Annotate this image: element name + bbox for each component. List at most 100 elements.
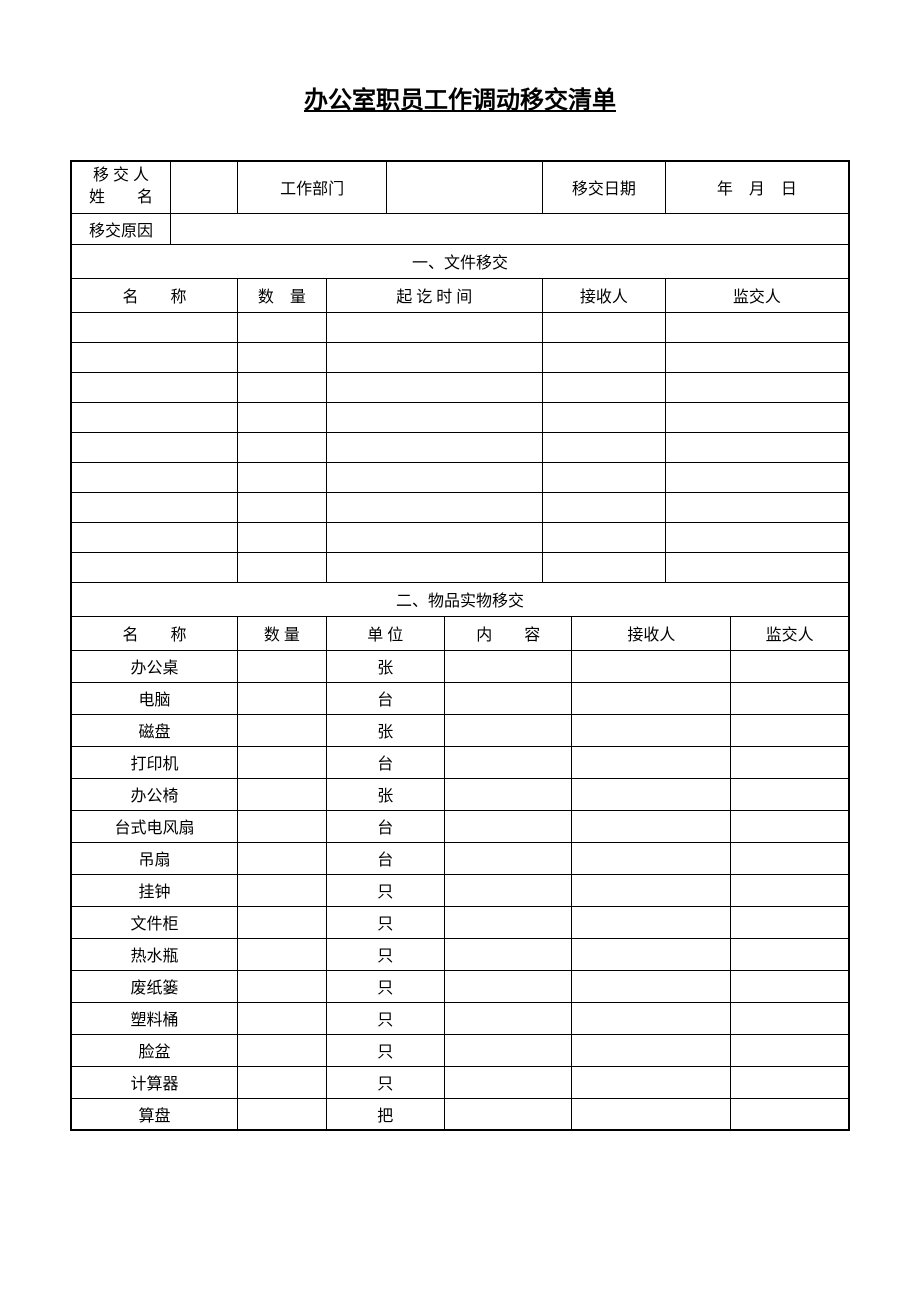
s1-supervisor-cell[interactable] xyxy=(665,522,849,552)
s1-period-cell[interactable] xyxy=(326,402,542,432)
s1-name-cell[interactable] xyxy=(71,462,237,492)
s2-item-supervisor[interactable] xyxy=(731,778,849,810)
s2-item-receiver[interactable] xyxy=(572,714,731,746)
s2-item-supervisor[interactable] xyxy=(731,682,849,714)
s2-item-content[interactable] xyxy=(444,746,572,778)
s2-item-content[interactable] xyxy=(444,874,572,906)
s2-item-content[interactable] xyxy=(444,778,572,810)
s1-name-cell[interactable] xyxy=(71,522,237,552)
s1-name-cell[interactable] xyxy=(71,552,237,582)
s1-receiver-cell[interactable] xyxy=(542,372,665,402)
s2-item-qty[interactable] xyxy=(237,650,326,682)
s2-item-qty[interactable] xyxy=(237,970,326,1002)
s2-item-receiver[interactable] xyxy=(572,778,731,810)
s1-receiver-cell[interactable] xyxy=(542,462,665,492)
s2-item-supervisor[interactable] xyxy=(731,938,849,970)
s1-receiver-cell[interactable] xyxy=(542,312,665,342)
s2-item-receiver[interactable] xyxy=(572,1034,731,1066)
s2-item-content[interactable] xyxy=(444,970,572,1002)
s1-qty-cell[interactable] xyxy=(237,342,326,372)
s1-qty-cell[interactable] xyxy=(237,492,326,522)
s1-supervisor-cell[interactable] xyxy=(665,372,849,402)
s1-period-cell[interactable] xyxy=(326,552,542,582)
s1-supervisor-cell[interactable] xyxy=(665,432,849,462)
s1-period-cell[interactable] xyxy=(326,372,542,402)
s2-item-supervisor[interactable] xyxy=(731,1034,849,1066)
s2-item-qty[interactable] xyxy=(237,1098,326,1130)
s1-supervisor-cell[interactable] xyxy=(665,492,849,522)
s2-item-receiver[interactable] xyxy=(572,1066,731,1098)
s1-period-cell[interactable] xyxy=(326,432,542,462)
dept-value[interactable] xyxy=(387,161,543,213)
s2-item-supervisor[interactable] xyxy=(731,970,849,1002)
s2-item-supervisor[interactable] xyxy=(731,1098,849,1130)
s2-item-supervisor[interactable] xyxy=(731,1066,849,1098)
s1-qty-cell[interactable] xyxy=(237,552,326,582)
s2-item-qty[interactable] xyxy=(237,682,326,714)
s1-name-cell[interactable] xyxy=(71,492,237,522)
s1-qty-cell[interactable] xyxy=(237,372,326,402)
s2-item-receiver[interactable] xyxy=(572,874,731,906)
s2-item-receiver[interactable] xyxy=(572,842,731,874)
reason-value[interactable] xyxy=(171,213,849,244)
s1-name-cell[interactable] xyxy=(71,312,237,342)
s1-period-cell[interactable] xyxy=(326,492,542,522)
s2-item-content[interactable] xyxy=(444,650,572,682)
s2-item-qty[interactable] xyxy=(237,1002,326,1034)
s2-item-qty[interactable] xyxy=(237,714,326,746)
s2-item-content[interactable] xyxy=(444,938,572,970)
s2-item-supervisor[interactable] xyxy=(731,650,849,682)
s2-item-supervisor[interactable] xyxy=(731,810,849,842)
s2-item-supervisor[interactable] xyxy=(731,714,849,746)
s1-receiver-cell[interactable] xyxy=(542,342,665,372)
s1-name-cell[interactable] xyxy=(71,342,237,372)
s2-item-receiver[interactable] xyxy=(572,682,731,714)
s2-item-supervisor[interactable] xyxy=(731,1002,849,1034)
s2-item-receiver[interactable] xyxy=(572,906,731,938)
s1-qty-cell[interactable] xyxy=(237,402,326,432)
s2-item-supervisor[interactable] xyxy=(731,906,849,938)
s2-item-content[interactable] xyxy=(444,1034,572,1066)
s1-period-cell[interactable] xyxy=(326,312,542,342)
s1-receiver-cell[interactable] xyxy=(542,522,665,552)
s2-item-receiver[interactable] xyxy=(572,938,731,970)
s2-item-supervisor[interactable] xyxy=(731,874,849,906)
s1-receiver-cell[interactable] xyxy=(542,552,665,582)
s2-item-content[interactable] xyxy=(444,1002,572,1034)
s1-supervisor-cell[interactable] xyxy=(665,552,849,582)
s1-receiver-cell[interactable] xyxy=(542,432,665,462)
s1-name-cell[interactable] xyxy=(71,372,237,402)
s1-receiver-cell[interactable] xyxy=(542,402,665,432)
s2-item-content[interactable] xyxy=(444,842,572,874)
s2-item-qty[interactable] xyxy=(237,778,326,810)
s2-item-receiver[interactable] xyxy=(572,1002,731,1034)
s2-item-receiver[interactable] xyxy=(572,1098,731,1130)
s1-qty-cell[interactable] xyxy=(237,462,326,492)
s1-qty-cell[interactable] xyxy=(237,312,326,342)
s2-item-qty[interactable] xyxy=(237,906,326,938)
s2-item-qty[interactable] xyxy=(237,810,326,842)
s1-name-cell[interactable] xyxy=(71,432,237,462)
s2-item-content[interactable] xyxy=(444,682,572,714)
s2-item-qty[interactable] xyxy=(237,938,326,970)
s1-name-cell[interactable] xyxy=(71,402,237,432)
s2-item-content[interactable] xyxy=(444,1098,572,1130)
s2-item-qty[interactable] xyxy=(237,746,326,778)
s1-period-cell[interactable] xyxy=(326,342,542,372)
name-value[interactable] xyxy=(171,161,238,213)
s2-item-receiver[interactable] xyxy=(572,650,731,682)
s2-item-content[interactable] xyxy=(444,906,572,938)
s1-period-cell[interactable] xyxy=(326,522,542,552)
s2-item-content[interactable] xyxy=(444,810,572,842)
s2-item-receiver[interactable] xyxy=(572,746,731,778)
s2-item-supervisor[interactable] xyxy=(731,746,849,778)
s2-item-qty[interactable] xyxy=(237,842,326,874)
s2-item-receiver[interactable] xyxy=(572,970,731,1002)
s1-receiver-cell[interactable] xyxy=(542,492,665,522)
s1-qty-cell[interactable] xyxy=(237,432,326,462)
s2-item-qty[interactable] xyxy=(237,1066,326,1098)
s1-supervisor-cell[interactable] xyxy=(665,402,849,432)
s2-item-qty[interactable] xyxy=(237,1034,326,1066)
s2-item-receiver[interactable] xyxy=(572,810,731,842)
s2-item-content[interactable] xyxy=(444,1066,572,1098)
